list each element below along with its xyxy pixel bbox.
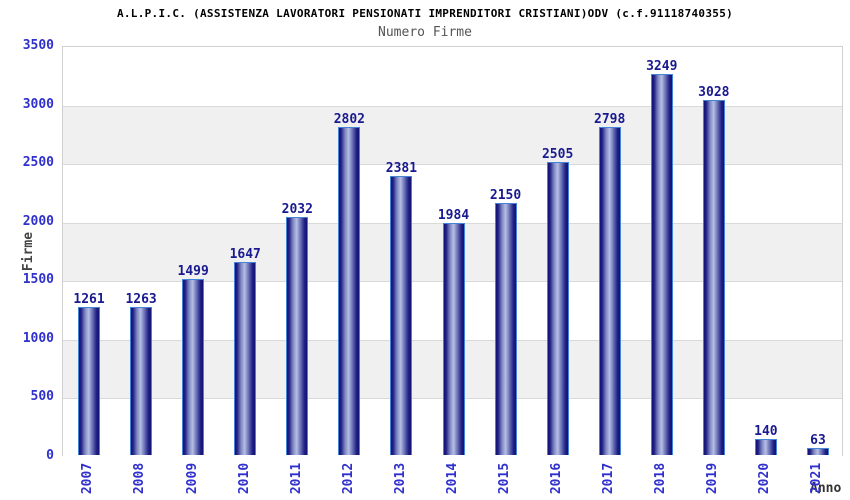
bar-value-label: 2381 xyxy=(385,161,418,177)
x-axis-tick-text: 2007 xyxy=(80,462,96,494)
x-axis-tick-label: 2014 xyxy=(436,458,470,498)
bar xyxy=(754,438,777,455)
x-axis-tick-text: 2008 xyxy=(132,462,148,494)
chart-title: A.L.P.I.C. (ASSISTENZA LAVORATORI PENSIO… xyxy=(116,7,734,20)
x-axis-tick-text: 2017 xyxy=(601,462,617,494)
x-axis-tick-text: 2015 xyxy=(497,462,513,494)
bar-value-label: 140 xyxy=(754,423,778,439)
x-axis-tick-text: 2013 xyxy=(392,462,408,494)
bar xyxy=(390,176,413,455)
bar-value-label: 3249 xyxy=(646,59,678,75)
y-axis-tick-label: 1500 xyxy=(22,272,54,288)
gridline xyxy=(63,164,842,166)
x-axis-tick-label: 2019 xyxy=(696,458,730,498)
bar xyxy=(182,279,205,455)
bar xyxy=(130,307,153,455)
bar-value-label: 1499 xyxy=(177,264,209,280)
bar-value-label: 63 xyxy=(810,432,826,448)
bar xyxy=(650,74,673,455)
y-axis-tick-label: 3000 xyxy=(22,96,54,112)
y-axis-tick-label: 1000 xyxy=(22,330,54,346)
bar xyxy=(702,100,725,455)
x-axis-tick-label: 2008 xyxy=(123,458,157,498)
bar-value-label: 1647 xyxy=(229,247,261,263)
bar-value-label: 2505 xyxy=(541,146,574,162)
y-axis-tick-label: 2500 xyxy=(22,155,54,171)
x-axis-tick-label: 2010 xyxy=(227,458,261,498)
x-axis-tick-text: 2018 xyxy=(653,462,669,494)
gridline xyxy=(63,105,842,107)
x-axis-tick-text: 2020 xyxy=(757,462,773,494)
x-axis-tick-label: 2011 xyxy=(279,458,313,498)
chart-subtitle: Numero Firme xyxy=(378,25,472,40)
x-axis-tick-label: 2015 xyxy=(488,458,522,498)
bar xyxy=(494,203,517,455)
x-axis-tick-text: 2012 xyxy=(340,462,356,494)
bar-value-label: 2032 xyxy=(281,201,313,217)
plot-band xyxy=(63,105,842,165)
bar xyxy=(442,222,465,455)
x-axis-tick-label: 2021 xyxy=(800,458,834,498)
y-axis-title-text: Firme xyxy=(21,231,37,271)
x-axis-tick-label: 2009 xyxy=(175,458,209,498)
x-axis-tick-label: 2007 xyxy=(71,458,105,498)
bar xyxy=(338,126,361,455)
y-axis-tick-label: 0 xyxy=(46,448,54,463)
bar-value-label: 2798 xyxy=(594,112,626,128)
y-axis-title: Firme xyxy=(9,226,49,276)
bar xyxy=(546,161,569,455)
bar-value-label: 1984 xyxy=(437,207,470,223)
x-axis-tick-label: 2018 xyxy=(644,458,678,498)
x-axis-tick-label: 2020 xyxy=(748,458,782,498)
x-axis-tick-text: 2016 xyxy=(549,462,565,494)
x-axis-title: Anno xyxy=(810,481,842,496)
x-axis-tick-label: 2016 xyxy=(540,458,574,498)
x-axis-tick-text: 2010 xyxy=(236,462,252,494)
bar xyxy=(78,307,101,455)
bar xyxy=(234,262,257,455)
y-axis-tick-label: 3500 xyxy=(22,38,54,53)
plot-band xyxy=(63,47,842,106)
x-axis-tick-text: 2014 xyxy=(445,462,460,494)
x-axis-tick-text: 2011 xyxy=(288,462,304,494)
bar xyxy=(806,447,829,455)
bar xyxy=(286,216,309,455)
x-axis-tick-text: 2019 xyxy=(705,462,721,494)
bar xyxy=(598,127,621,455)
x-axis-tick-label: 2013 xyxy=(383,458,417,498)
x-axis-tick-label: 2017 xyxy=(592,458,626,498)
x-axis-tick-label: 2012 xyxy=(331,458,365,498)
bar-value-label: 2802 xyxy=(333,111,366,127)
y-axis-tick-label: 500 xyxy=(30,389,54,405)
bar-value-label: 3028 xyxy=(698,85,730,101)
x-axis-tick-text: 2021 xyxy=(809,462,825,494)
bar-value-label: 1261 xyxy=(73,292,105,308)
bar-value-label: 2150 xyxy=(489,188,522,204)
plot-area: 1261 1263 1499 1647 2032 2802 2381 1984 2150 2505… xyxy=(62,46,843,457)
bar-value-label: 1263 xyxy=(125,292,157,308)
y-axis-tick-label: 2000 xyxy=(22,213,54,229)
x-axis-tick-text: 2009 xyxy=(184,462,200,494)
